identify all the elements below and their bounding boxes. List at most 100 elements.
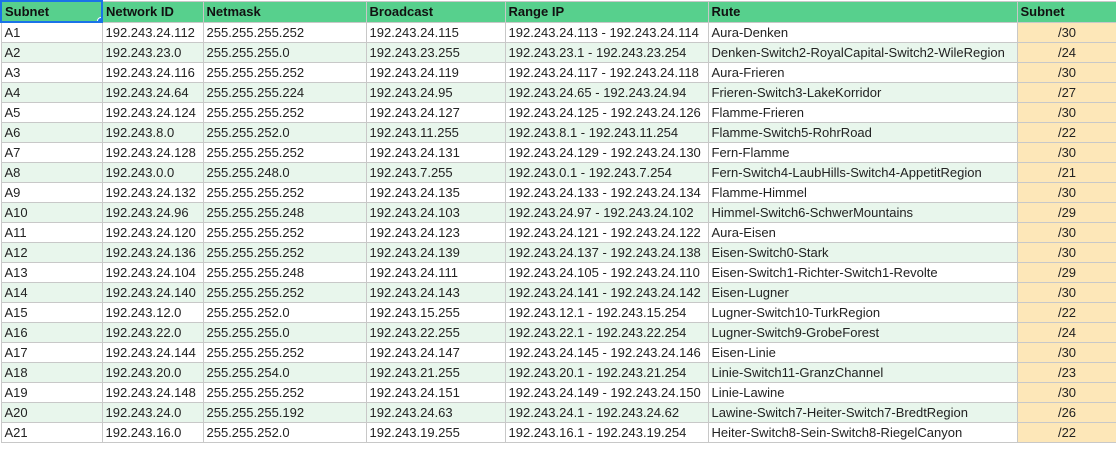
cell-broadcast[interactable]: 192.243.24.111 — [365, 262, 506, 283]
cell-prefix[interactable]: /26 — [1016, 402, 1116, 423]
cell-netmask[interactable]: 255.255.255.252 — [202, 242, 367, 263]
cell-rute[interactable]: Eisen-Switch1-Richter-Switch1-Revolte — [707, 262, 1018, 283]
cell-range-ip[interactable]: 192.243.24.113 - 192.243.24.114 — [504, 21, 709, 43]
cell-range-ip[interactable]: 192.243.24.129 - 192.243.24.130 — [504, 142, 709, 163]
cell-subnet[interactable]: A15 — [0, 302, 103, 323]
cell-range-ip[interactable]: 192.243.24.141 - 192.243.24.142 — [504, 282, 709, 303]
cell-prefix[interactable]: /22 — [1016, 122, 1116, 143]
cell-prefix[interactable]: /30 — [1016, 222, 1116, 243]
cell-subnet[interactable]: A7 — [0, 142, 103, 163]
cell-network-id[interactable]: 192.243.20.0 — [101, 362, 204, 383]
cell-rute[interactable]: Lugner-Switch9-GrobeForest — [707, 322, 1018, 343]
cell-subnet[interactable]: A13 — [0, 262, 103, 283]
cell-netmask[interactable]: 255.255.255.252 — [202, 142, 367, 163]
header-range-ip[interactable]: Range IP — [504, 0, 709, 23]
cell-prefix[interactable]: /22 — [1016, 302, 1116, 323]
cell-broadcast[interactable]: 192.243.24.139 — [365, 242, 506, 263]
cell-range-ip[interactable]: 192.243.24.105 - 192.243.24.110 — [504, 262, 709, 283]
cell-broadcast[interactable]: 192.243.24.115 — [365, 21, 506, 43]
cell-broadcast[interactable]: 192.243.7.255 — [365, 162, 506, 183]
cell-range-ip[interactable]: 192.243.24.97 - 192.243.24.102 — [504, 202, 709, 223]
cell-netmask[interactable]: 255.255.255.252 — [202, 102, 367, 123]
cell-network-id[interactable]: 192.243.24.128 — [101, 142, 204, 163]
cell-prefix[interactable]: /30 — [1016, 102, 1116, 123]
cell-prefix[interactable]: /30 — [1016, 21, 1116, 43]
cell-subnet[interactable]: A18 — [0, 362, 103, 383]
cell-netmask[interactable]: 255.255.255.252 — [202, 182, 367, 203]
cell-network-id[interactable]: 192.243.24.0 — [101, 402, 204, 423]
cell-rute[interactable]: Denken-Switch2-RoyalCapital-Switch2-Wile… — [707, 42, 1018, 63]
cell-rute[interactable]: Eisen-Linie — [707, 342, 1018, 363]
cell-range-ip[interactable]: 192.243.22.1 - 192.243.22.254 — [504, 322, 709, 343]
cell-network-id[interactable]: 192.243.16.0 — [101, 422, 204, 443]
cell-prefix[interactable]: /30 — [1016, 142, 1116, 163]
cell-rute[interactable]: Flamme-Frieren — [707, 102, 1018, 123]
cell-broadcast[interactable]: 192.243.24.131 — [365, 142, 506, 163]
cell-netmask[interactable]: 255.255.255.192 — [202, 402, 367, 423]
cell-prefix[interactable]: /30 — [1016, 342, 1116, 363]
cell-network-id[interactable]: 192.243.24.112 — [101, 21, 204, 43]
cell-prefix[interactable]: /22 — [1016, 422, 1116, 443]
cell-netmask[interactable]: 255.255.255.224 — [202, 82, 367, 103]
cell-network-id[interactable]: 192.243.24.132 — [101, 182, 204, 203]
cell-network-id[interactable]: 192.243.24.120 — [101, 222, 204, 243]
cell-rute[interactable]: Linie-Lawine — [707, 382, 1018, 403]
cell-subnet[interactable]: A17 — [0, 342, 103, 363]
cell-broadcast[interactable]: 192.243.19.255 — [365, 422, 506, 443]
cell-rute[interactable]: Flamme-Himmel — [707, 182, 1018, 203]
cell-subnet[interactable]: A3 — [0, 62, 103, 83]
cell-prefix[interactable]: /23 — [1016, 362, 1116, 383]
cell-network-id[interactable]: 192.243.24.64 — [101, 82, 204, 103]
cell-network-id[interactable]: 192.243.24.144 — [101, 342, 204, 363]
cell-broadcast[interactable]: 192.243.15.255 — [365, 302, 506, 323]
cell-rute[interactable]: Aura-Eisen — [707, 222, 1018, 243]
cell-broadcast[interactable]: 192.243.24.135 — [365, 182, 506, 203]
cell-broadcast[interactable]: 192.243.24.127 — [365, 102, 506, 123]
cell-netmask[interactable]: 255.255.248.0 — [202, 162, 367, 183]
cell-rute[interactable]: Lugner-Switch10-TurkRegion — [707, 302, 1018, 323]
cell-broadcast[interactable]: 192.243.24.147 — [365, 342, 506, 363]
cell-prefix[interactable]: /27 — [1016, 82, 1116, 103]
cell-prefix[interactable]: /30 — [1016, 62, 1116, 83]
cell-network-id[interactable]: 192.243.8.0 — [101, 122, 204, 143]
cell-rute[interactable]: Lawine-Switch7-Heiter-Switch7-BredtRegio… — [707, 402, 1018, 423]
cell-netmask[interactable]: 255.255.255.252 — [202, 282, 367, 303]
cell-network-id[interactable]: 192.243.0.0 — [101, 162, 204, 183]
cell-network-id[interactable]: 192.243.24.124 — [101, 102, 204, 123]
cell-prefix[interactable]: /21 — [1016, 162, 1116, 183]
cell-broadcast[interactable]: 192.243.21.255 — [365, 362, 506, 383]
cell-broadcast[interactable]: 192.243.11.255 — [365, 122, 506, 143]
cell-subnet[interactable]: A10 — [0, 202, 103, 223]
cell-broadcast[interactable]: 192.243.24.119 — [365, 62, 506, 83]
cell-rute[interactable]: Aura-Frieren — [707, 62, 1018, 83]
cell-network-id[interactable]: 192.243.24.116 — [101, 62, 204, 83]
cell-network-id[interactable]: 192.243.23.0 — [101, 42, 204, 63]
cell-netmask[interactable]: 255.255.255.252 — [202, 62, 367, 83]
cell-range-ip[interactable]: 192.243.24.149 - 192.243.24.150 — [504, 382, 709, 403]
cell-broadcast[interactable]: 192.243.23.255 — [365, 42, 506, 63]
cell-prefix[interactable]: /29 — [1016, 262, 1116, 283]
cell-range-ip[interactable]: 192.243.24.137 - 192.243.24.138 — [504, 242, 709, 263]
cell-netmask[interactable]: 255.255.254.0 — [202, 362, 367, 383]
cell-netmask[interactable]: 255.255.255.0 — [202, 322, 367, 343]
cell-netmask[interactable]: 255.255.252.0 — [202, 422, 367, 443]
cell-broadcast[interactable]: 192.243.24.143 — [365, 282, 506, 303]
cell-subnet[interactable]: A20 — [0, 402, 103, 423]
cell-broadcast[interactable]: 192.243.24.63 — [365, 402, 506, 423]
cell-netmask[interactable]: 255.255.255.0 — [202, 42, 367, 63]
header-broadcast[interactable]: Broadcast — [365, 0, 506, 23]
cell-rute[interactable]: Eisen-Lugner — [707, 282, 1018, 303]
cell-prefix[interactable]: /30 — [1016, 282, 1116, 303]
cell-prefix[interactable]: /30 — [1016, 182, 1116, 203]
cell-network-id[interactable]: 192.243.24.140 — [101, 282, 204, 303]
cell-netmask[interactable]: 255.255.255.252 — [202, 342, 367, 363]
cell-network-id[interactable]: 192.243.12.0 — [101, 302, 204, 323]
cell-range-ip[interactable]: 192.243.8.1 - 192.243.11.254 — [504, 122, 709, 143]
cell-netmask[interactable]: 255.255.255.252 — [202, 21, 367, 43]
header-network-id[interactable]: Network ID — [101, 0, 204, 23]
cell-rute[interactable]: Fern-Switch4-LaubHills-Switch4-AppetitRe… — [707, 162, 1018, 183]
cell-range-ip[interactable]: 192.243.0.1 - 192.243.7.254 — [504, 162, 709, 183]
cell-rute[interactable]: Flamme-Switch5-RohrRoad — [707, 122, 1018, 143]
cell-subnet[interactable]: A2 — [0, 42, 103, 63]
cell-subnet[interactable]: A6 — [0, 122, 103, 143]
